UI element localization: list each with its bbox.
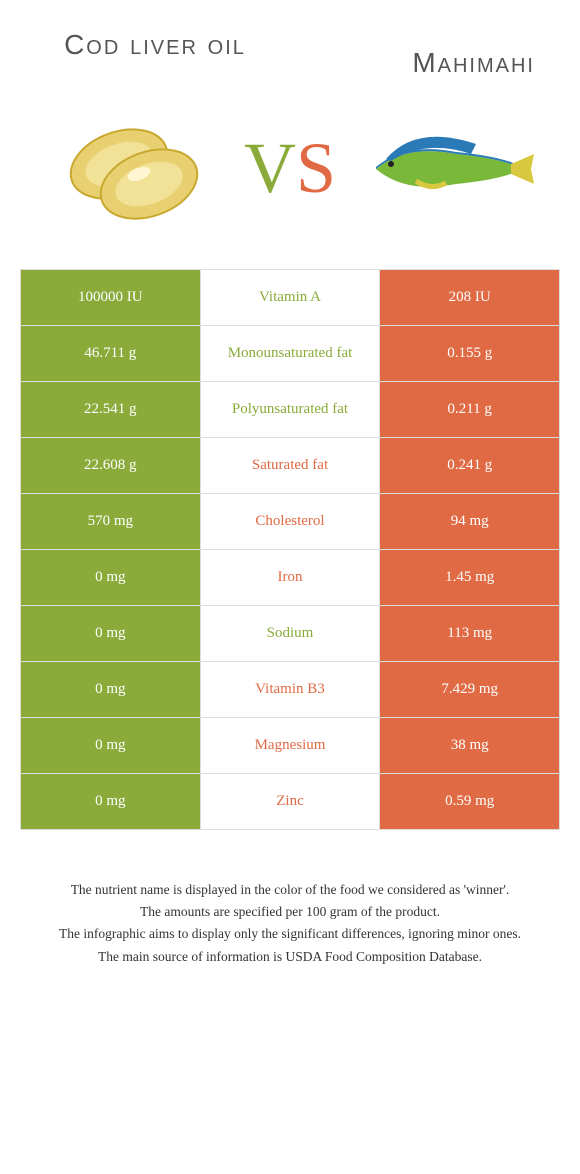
table-row: 22.541 gPolyunsaturated fat0.211 g xyxy=(21,381,560,437)
oil-capsule-icon xyxy=(54,109,214,229)
header: Cod liver oil Mahimahi xyxy=(0,0,580,89)
left-value: 22.541 g xyxy=(21,381,201,437)
right-value: 0.211 g xyxy=(380,381,560,437)
nutrient-label: Cholesterol xyxy=(200,493,380,549)
left-value: 570 mg xyxy=(21,493,201,549)
left-value: 0 mg xyxy=(21,661,201,717)
right-value: 7.429 mg xyxy=(380,661,560,717)
footer-line-1: The nutrient name is displayed in the co… xyxy=(30,880,550,900)
table-row: 100000 IUVitamin A208 IU xyxy=(21,269,560,325)
table-row: 0 mgSodium113 mg xyxy=(21,605,560,661)
right-value: 0.155 g xyxy=(380,325,560,381)
vs-v: V xyxy=(244,127,296,210)
table-row: 0 mgVitamin B37.429 mg xyxy=(21,661,560,717)
vs-label: VS xyxy=(244,127,336,210)
right-food-title: Mahimahi xyxy=(315,30,535,79)
nutrient-label: Vitamin B3 xyxy=(200,661,380,717)
left-food-image xyxy=(44,99,224,239)
left-value: 0 mg xyxy=(21,773,201,829)
nutrient-label: Monounsaturated fat xyxy=(200,325,380,381)
left-value: 22.608 g xyxy=(21,437,201,493)
mahimahi-fish-icon xyxy=(356,109,536,229)
nutrient-label: Magnesium xyxy=(200,717,380,773)
footer-notes: The nutrient name is displayed in the co… xyxy=(0,830,580,989)
left-value: 46.711 g xyxy=(21,325,201,381)
nutrient-label: Iron xyxy=(200,549,380,605)
right-value: 0.59 mg xyxy=(380,773,560,829)
right-value: 208 IU xyxy=(380,269,560,325)
right-value: 94 mg xyxy=(380,493,560,549)
vs-row: VS xyxy=(0,89,580,269)
right-food-image xyxy=(356,99,536,239)
nutrient-label: Polyunsaturated fat xyxy=(200,381,380,437)
right-value: 113 mg xyxy=(380,605,560,661)
left-value: 100000 IU xyxy=(21,269,201,325)
table-row: 0 mgZinc0.59 mg xyxy=(21,773,560,829)
footer-line-4: The main source of information is USDA F… xyxy=(30,947,550,967)
nutrient-label: Zinc xyxy=(200,773,380,829)
table-row: 570 mgCholesterol94 mg xyxy=(21,493,560,549)
left-food-title: Cod liver oil xyxy=(45,30,265,79)
nutrient-label: Sodium xyxy=(200,605,380,661)
table-row: 0 mgIron1.45 mg xyxy=(21,549,560,605)
nutrient-label: Vitamin A xyxy=(200,269,380,325)
right-value: 0.241 g xyxy=(380,437,560,493)
left-value: 0 mg xyxy=(21,605,201,661)
table-row: 0 mgMagnesium38 mg xyxy=(21,717,560,773)
table-row: 22.608 gSaturated fat0.241 g xyxy=(21,437,560,493)
nutrient-label: Saturated fat xyxy=(200,437,380,493)
vs-s: S xyxy=(296,127,336,210)
table-row: 46.711 gMonounsaturated fat0.155 g xyxy=(21,325,560,381)
left-value: 0 mg xyxy=(21,549,201,605)
footer-line-3: The infographic aims to display only the… xyxy=(30,924,550,944)
left-value: 0 mg xyxy=(21,717,201,773)
footer-line-2: The amounts are specified per 100 gram o… xyxy=(30,902,550,922)
right-value: 1.45 mg xyxy=(380,549,560,605)
comparison-table: 100000 IUVitamin A208 IU46.711 gMonounsa… xyxy=(20,269,560,830)
right-value: 38 mg xyxy=(380,717,560,773)
